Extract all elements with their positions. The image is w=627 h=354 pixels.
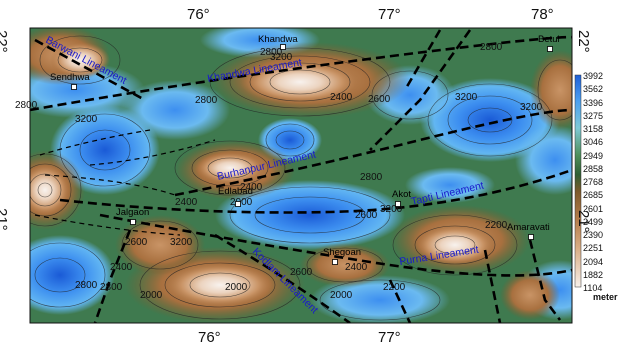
legend-value: 2251 [583, 243, 604, 254]
purna-lineament-line [99, 213, 572, 277]
contour-label: 3200 [270, 52, 293, 63]
minor-lineament-3 [44, 174, 176, 196]
place-label-khandwa: Khandwa [258, 34, 298, 45]
minor-lineament-4 [34, 214, 181, 236]
left-latitude-22: 22° [0, 30, 10, 53]
legend-value: 1882 [583, 269, 604, 280]
legend-value: 3275 [583, 110, 604, 121]
top-longitude-76: 76° [187, 6, 210, 23]
place-markers: Khandwa Betul Sendhwa Edlabad Akot Jalgaon Ama… [50, 34, 560, 265]
minor-lineament-1 [39, 129, 151, 156]
map-frame [29, 27, 573, 324]
place-marker-amaravati [528, 234, 534, 240]
contour-label: 2800 [195, 95, 218, 106]
top-longitude-78: 78° [531, 6, 554, 23]
legend-unit: meter [593, 292, 618, 302]
legend-color-bar [574, 74, 582, 288]
contour-label: 3200 [75, 114, 98, 125]
legend-value: 2390 [583, 230, 604, 240]
color-legend [574, 74, 582, 288]
left-latitude-21: 21° [0, 208, 10, 231]
contour-label: 2200 [485, 220, 508, 231]
burhanpur-lineament-line [174, 108, 572, 197]
bottom-longitude-77: 77° [378, 329, 401, 346]
contour-label: 2400 [345, 262, 368, 273]
khandwa-lineament-line [30, 35, 572, 112]
fault-line-2 [403, 29, 442, 91]
legend-value: 1104 [583, 283, 603, 293]
contour-label: 2600 [290, 267, 313, 278]
place-marker-edlabad [235, 201, 241, 207]
contour-label: 2800 [75, 280, 98, 291]
legend-value: 3992 [583, 71, 604, 81]
legend-value: 2094 [583, 256, 604, 267]
place-label-sendhwa: Sendhwa [50, 72, 90, 83]
fault-line-4 [528, 239, 562, 321]
contour-label: 2800 [100, 282, 123, 293]
contour-label: 2600 [368, 94, 391, 105]
contour-label: 2400 [240, 182, 263, 193]
bottom-longitude-76: 76° [198, 329, 221, 346]
place-label-betul: Betul [538, 34, 560, 45]
right-latitude-22: 22° [575, 30, 592, 53]
contour-label: 2800 [15, 100, 38, 111]
fault-line-3 [93, 229, 132, 323]
tapti-lineament-line [59, 168, 572, 214]
contour-label: 2000 [140, 290, 163, 301]
place-marker-sendhwa [71, 84, 77, 90]
contour-label: 2400 [110, 262, 133, 273]
kodlam-lineament-line [214, 233, 351, 323]
place-label-amaravati: Amaravati [507, 222, 550, 233]
contour-label: 3200 [380, 204, 403, 215]
place-label-jalgaon: Jalgaon [116, 207, 149, 218]
legend-value: 2685 [583, 190, 604, 201]
fault-line-1 [369, 29, 472, 151]
contour-label: 2400 [175, 197, 198, 208]
barwani-lineament-line [34, 38, 146, 102]
contour-label: 2800 [360, 172, 383, 183]
contour-label: 2000 [330, 290, 353, 301]
minor-lineament-2 [89, 139, 216, 166]
contour-label: 2000 [225, 282, 248, 293]
legend-value: 3396 [583, 97, 604, 108]
contour-label: 2800 [480, 42, 503, 53]
fault-line-5 [483, 249, 502, 323]
place-marker-khandwa [280, 44, 286, 50]
legend-value: 3562 [583, 84, 604, 95]
legend-value: 3046 [583, 137, 604, 148]
place-marker-betul [547, 46, 553, 52]
place-label-edlabad: Edlabad [218, 186, 253, 197]
place-marker-jalgaon [130, 219, 136, 225]
contour-label: 3200 [455, 92, 478, 103]
gravity-surface [30, 28, 572, 323]
contour-label: 2800 [260, 47, 283, 58]
contour-label: 3200 [170, 237, 193, 248]
contour-label: 3200 [520, 102, 543, 113]
legend-value: 2499 [583, 216, 604, 227]
contour-label: 2000 [230, 197, 253, 208]
legend-value: 3158 [583, 124, 604, 134]
legend-value: 2858 [583, 163, 604, 174]
place-marker-akot [395, 201, 401, 207]
place-label-shegoan: Shegoan [323, 247, 361, 258]
place-label-akot: Akot [392, 189, 411, 200]
place-marker-shegoan [332, 259, 338, 265]
contour-label: 2600 [125, 237, 148, 248]
contour-label: 2400 [330, 92, 353, 103]
legend-value: 2949 [583, 150, 604, 161]
contour-label: 2600 [355, 210, 378, 221]
top-longitude-77: 77° [378, 6, 401, 23]
contour-label: 2200 [383, 282, 406, 293]
legend-value: 2601 [583, 203, 604, 214]
legend-value: 2768 [583, 177, 604, 187]
fault-line-6 [388, 279, 412, 323]
